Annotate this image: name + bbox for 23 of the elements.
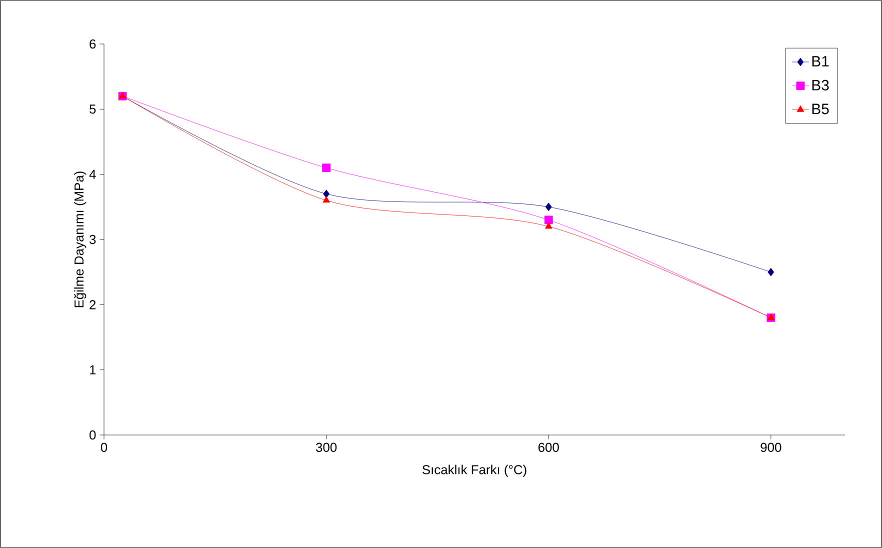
x-tick-label: 900 <box>760 442 782 452</box>
y-tick-label: 1 <box>90 365 96 374</box>
legend-label: B3 <box>812 80 829 90</box>
point <box>545 202 552 212</box>
x-axis-title: Sıcaklık Farkı (°C) <box>422 464 526 477</box>
x-tick-label: 0 <box>100 442 108 452</box>
point <box>323 190 330 198</box>
point <box>544 216 553 224</box>
point <box>544 222 552 229</box>
y-tick-label: 2 <box>90 300 96 310</box>
x-tick-label: 300 <box>316 442 337 452</box>
y-tick-label: 5 <box>90 104 96 114</box>
y-axis-title: Eğilme Dayanımı (MPa) <box>74 172 86 308</box>
point <box>322 164 331 172</box>
y-tick-label: 6 <box>90 39 96 49</box>
y-tick-label: 3 <box>90 234 96 244</box>
y-tick-label: 4 <box>89 170 96 179</box>
point <box>322 196 330 203</box>
y-tick-label: 0 <box>90 430 96 440</box>
legend-label: B5 <box>812 104 829 114</box>
x-tick-label: 600 <box>538 442 559 452</box>
legend-label: B1 <box>812 56 829 66</box>
point <box>768 268 774 276</box>
